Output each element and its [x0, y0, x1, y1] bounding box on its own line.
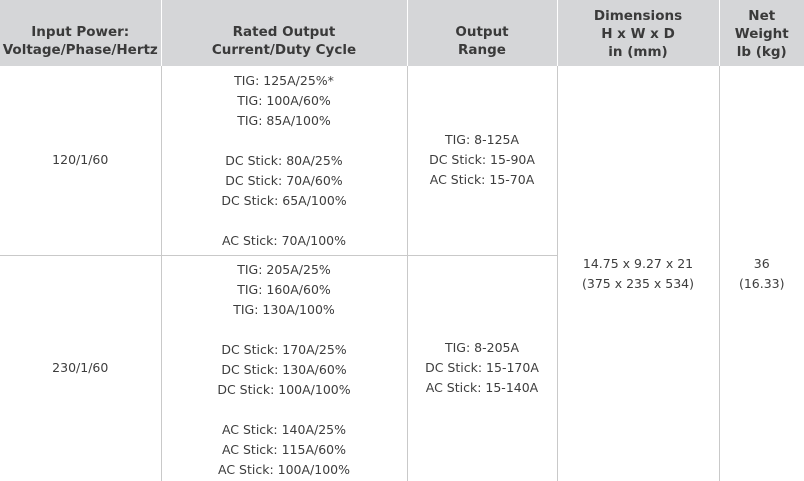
- input-power-value: 120/1/60: [52, 152, 109, 168]
- header-output-range-line1: Output: [455, 24, 509, 40]
- output-range-line: AC Stick: 15-140A: [425, 380, 539, 396]
- rated-output-line: TIG: 160A/60%: [237, 282, 331, 298]
- rated-output-line: DC Stick: 65A/100%: [221, 193, 347, 209]
- spacer: [162, 400, 407, 420]
- rated-output-cell: TIG: 205A/25% TIG: 160A/60% TIG: 130A/10…: [160, 255, 407, 481]
- header-net-weight: Net Weight lb (kg): [718, 0, 804, 66]
- header-dimensions-line1: Dimensions: [593, 8, 683, 24]
- input-power-value: 230/1/60: [52, 360, 109, 376]
- table-row: 120/1/60 TIG: 125A/25%* TIG: 100A/60% TI…: [0, 66, 804, 481]
- output-range-line: TIG: 8-125A: [444, 132, 520, 148]
- output-range-line: DC Stick: 15-90A: [429, 152, 535, 168]
- output-range-line: TIG: 8-205A: [444, 340, 520, 356]
- rated-output-line: AC Stick: 70A/100%: [221, 233, 347, 249]
- header-input-power: Input Power: Voltage/Phase/Hertz: [0, 0, 161, 66]
- rated-output-line: DC Stick: 80A/25%: [225, 153, 343, 169]
- rated-output-line: TIG: 100A/60%: [237, 93, 331, 109]
- rated-output-line: AC Stick: 140A/25%: [221, 422, 347, 438]
- header-net-weight-line1: Net: [748, 8, 776, 24]
- rated-output-line: TIG: 125A/25%*: [234, 73, 334, 89]
- header-dimensions-line2: H x W x D: [601, 26, 675, 42]
- dimensions-cell: 14.75 x 9.27 x 21 (375 x 235 x 534): [556, 66, 719, 481]
- net-weight-cell: 36 (16.33): [718, 66, 804, 481]
- output-range-cell: TIG: 8-125A DC Stick: 15-90A AC Stick: 1…: [406, 66, 557, 256]
- dimensions-mm: (375 x 235 x 534): [581, 275, 695, 291]
- header-dimensions-line3: in (mm): [608, 44, 668, 60]
- rated-output-line: DC Stick: 100A/100%: [217, 382, 351, 398]
- header-net-weight-line2: Weight: [734, 26, 789, 42]
- header-input-power-line1: Input Power:: [31, 24, 130, 40]
- rated-output-line: TIG: 85A/100%: [237, 113, 331, 129]
- header-rated-output-line1: Rated Output: [232, 24, 336, 40]
- header-input-power-line2: Voltage/Phase/Hertz: [2, 42, 158, 58]
- spacer: [162, 131, 407, 151]
- rated-output-line: DC Stick: 130A/60%: [221, 362, 347, 378]
- header-dimensions: Dimensions H x W x D in (mm): [556, 0, 719, 66]
- rated-output-line: TIG: 205A/25%: [237, 262, 331, 278]
- input-power-cell: 230/1/60: [0, 255, 161, 481]
- spacer: [162, 211, 407, 231]
- rated-output-cell: TIG: 125A/25%* TIG: 100A/60% TIG: 85A/10…: [160, 66, 407, 256]
- output-range-line: AC Stick: 15-70A: [429, 172, 535, 188]
- output-range-cell: TIG: 8-205A DC Stick: 15-170A AC Stick: …: [406, 255, 557, 481]
- header-rated-output-line2: Current/Duty Cycle: [211, 42, 357, 58]
- header-row: Input Power: Voltage/Phase/Hertz Rated O…: [0, 0, 804, 66]
- header-rated-output: Rated Output Current/Duty Cycle: [160, 0, 407, 66]
- rated-output-line: AC Stick: 115A/60%: [221, 442, 347, 458]
- rated-output-line: DC Stick: 170A/25%: [221, 342, 347, 358]
- input-power-cell: 120/1/60: [0, 66, 161, 256]
- rated-output-line: AC Stick: 100A/100%: [218, 462, 350, 478]
- header-net-weight-line3: lb (kg): [736, 44, 787, 60]
- dimensions-inches: 14.75 x 9.27 x 21: [582, 255, 694, 271]
- net-weight-lb: 36: [753, 255, 770, 271]
- rated-output-line: DC Stick: 70A/60%: [225, 173, 343, 189]
- output-range-line: DC Stick: 15-170A: [425, 360, 539, 376]
- header-output-range: Output Range: [406, 0, 557, 66]
- header-output-range-line2: Range: [458, 42, 506, 58]
- rated-output-line: TIG: 130A/100%: [233, 302, 335, 318]
- net-weight-kg: (16.33): [738, 275, 785, 291]
- table-row: 230/1/60 TIG: 205A/25% TIG: 160A/60% TIG…: [0, 255, 804, 481]
- spacer: [162, 320, 407, 340]
